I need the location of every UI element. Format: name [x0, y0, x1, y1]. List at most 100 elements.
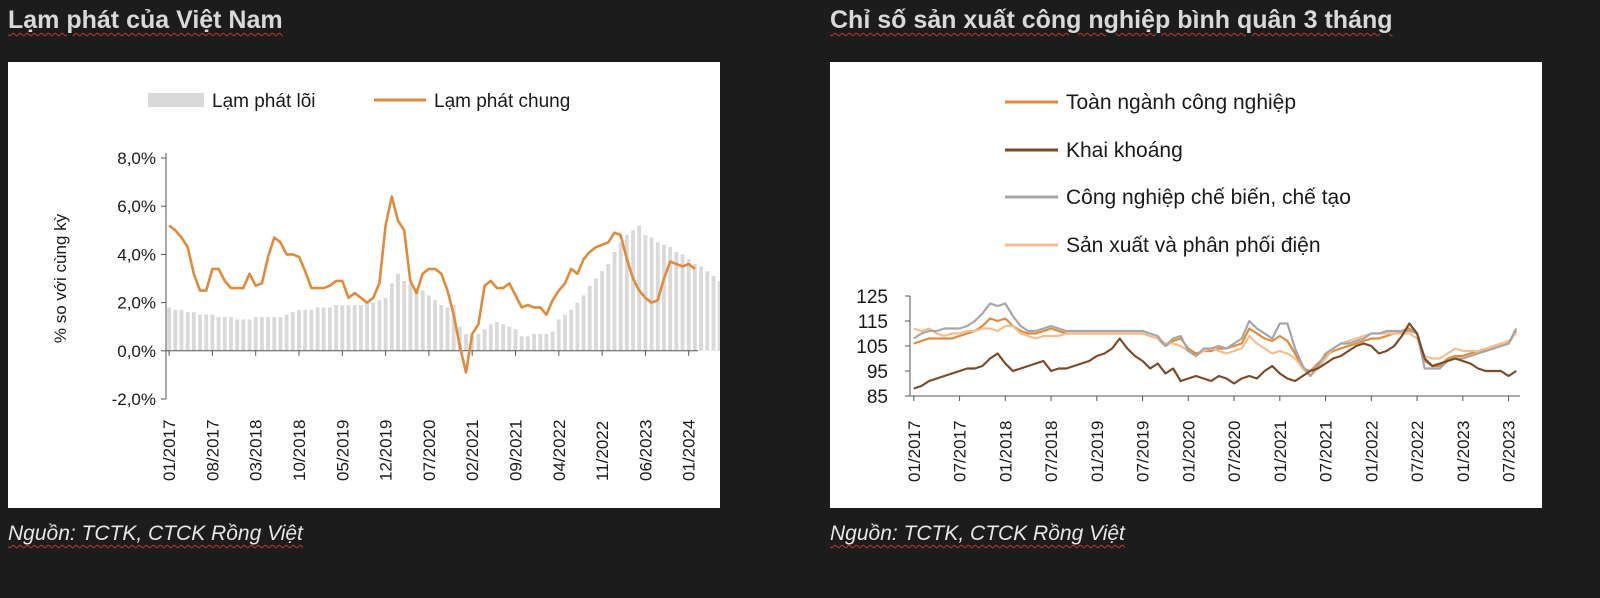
y-tick-label: 125: [856, 287, 888, 308]
core-inflation-bar: [191, 312, 196, 351]
core-inflation-bar: [705, 271, 710, 351]
legend-label-core-inflation: Lạm phát lõi: [212, 91, 316, 112]
core-inflation-bar: [321, 307, 326, 351]
core-inflation-bar: [501, 324, 506, 351]
core-inflation-bar: [581, 295, 586, 351]
y-tick-label: 2,0%: [117, 294, 156, 313]
core-inflation-bar: [470, 336, 475, 351]
x-tick-label: 12/2019: [377, 420, 396, 481]
x-tick-label: 02/2021: [463, 420, 482, 481]
y-tick-label: 4,0%: [117, 245, 156, 264]
x-tick-label: 09/2021: [507, 420, 526, 481]
core-inflation-bar: [680, 254, 685, 351]
core-inflation-bar: [408, 283, 413, 351]
core-inflation-bar: [420, 290, 425, 351]
x-tick-label: 01/2019: [1088, 421, 1107, 482]
core-inflation-bar: [563, 314, 567, 351]
core-inflation-bar: [247, 319, 252, 351]
core-inflation-bar: [600, 271, 605, 351]
core-inflation-bar: [340, 305, 345, 351]
y-tick-label: -2,0%: [112, 390, 156, 409]
core-inflation-bar: [303, 309, 308, 351]
core-inflation-bar: [569, 309, 574, 351]
core-inflation-bar: [253, 317, 258, 351]
core-inflation-bar: [587, 285, 592, 351]
core-inflation-bar: [662, 244, 666, 351]
x-tick-label: 01/2017: [905, 421, 924, 482]
x-tick-label: 07/2020: [1225, 421, 1244, 482]
core-inflation-bar: [278, 317, 283, 351]
core-inflation-bar: [235, 319, 240, 351]
core-inflation-bar: [426, 295, 431, 351]
x-tick-label: 01/2022: [1362, 421, 1381, 482]
core-inflation-bar: [495, 321, 499, 351]
manufacturing-line: [913, 302, 1518, 378]
core-inflation-bar: [482, 329, 487, 351]
legend-label-mining: Khai khoáng: [1066, 139, 1183, 162]
right-chart-heading: Chỉ số sản xuất công nghiệp bình quân 3 …: [830, 6, 1393, 34]
x-tick-label: 07/2023: [1500, 421, 1519, 482]
core-inflation-bar: [439, 305, 444, 351]
y-tick-label: 85: [867, 387, 888, 408]
y-axis-title: % so với cùng kỳ: [51, 213, 70, 343]
inflation-chart-panel: 8,0% 6,0% 4,0% 2,0% 0,0% -2,0% 01/2017 08/2017 0…: [8, 62, 728, 508]
x-tick-label: 01/2021: [1271, 421, 1290, 482]
core-inflation-bar: [513, 329, 518, 351]
x-tick-label: 07/2020: [420, 420, 439, 481]
x-tick-label: 07/2019: [1134, 421, 1153, 482]
right-source-note: Nguồn: TCTK, CTCK Rồng Việt: [830, 522, 1125, 545]
core-inflation-bar: [488, 324, 493, 351]
core-inflation-bar: [204, 314, 209, 351]
x-tick-label: 01/2018: [996, 421, 1015, 482]
core-inflation-bar: [371, 302, 376, 351]
left-chart-heading: Lạm phát của Việt Nam: [8, 6, 283, 34]
core-inflation-bar: [396, 273, 400, 351]
y-tick-label: 115: [858, 312, 888, 333]
x-tick-label: 01/2024: [680, 420, 699, 481]
x-tick-label: 07/2018: [1042, 421, 1061, 482]
core-inflation-bar: [606, 264, 611, 351]
core-inflation-bar: [631, 230, 635, 351]
core-inflation-bar: [290, 312, 295, 351]
legend-label-total-industry: Toàn ngành công nghiệp: [1066, 91, 1296, 114]
x-tick-label: 03/2018: [247, 420, 266, 481]
industrial-index-chart: 125 115 105 95 85 01/2017 07/2017 01/2018 07/201…: [856, 91, 1564, 482]
core-inflation-bar: [259, 317, 264, 351]
core-inflation-bar: [241, 319, 246, 351]
core-inflation-bar: [358, 305, 363, 351]
electricity-line: [913, 324, 1517, 378]
core-inflation-bar: [198, 314, 202, 351]
core-inflation-bar: [433, 300, 438, 351]
core-inflation-bar: [692, 264, 697, 351]
x-tick-label: 01/2020: [1179, 421, 1198, 482]
x-tick-label: 10/2018: [290, 420, 309, 481]
core-inflation-bar: [210, 314, 215, 351]
core-inflation-bar: [575, 302, 580, 351]
core-inflation-bar: [383, 297, 388, 351]
core-inflation-bar: [229, 317, 233, 351]
core-inflation-bar: [711, 276, 716, 351]
mining-line: [913, 322, 1517, 390]
y-tick-label: 0,0%: [117, 342, 156, 361]
core-inflation-bar: [216, 317, 221, 351]
core-inflation-bar: [328, 307, 332, 351]
core-inflation-bar: [284, 314, 289, 351]
y-tick-label: 105: [856, 337, 888, 358]
x-tick-label: 05/2019: [333, 420, 352, 481]
core-inflation-bar: [377, 300, 382, 351]
core-inflation-bar: [173, 309, 178, 351]
core-inflation-bar: [532, 333, 536, 351]
core-inflation-bar: [544, 333, 549, 351]
inflation-chart: 8,0% 6,0% 4,0% 2,0% 0,0% -2,0%01/2017 08/2017 0…: [51, 91, 728, 481]
x-tick-label: 06/2023: [636, 420, 655, 481]
y-tick-label: 6,0%: [117, 197, 156, 216]
core-inflation-bar: [346, 305, 351, 351]
core-inflation-bar: [179, 309, 184, 351]
core-inflation-bar: [612, 251, 617, 351]
core-inflation-bar: [167, 307, 172, 351]
core-inflation-bar: [476, 333, 481, 351]
legend-label-manufacturing: Công nghiệp chế biến, chế tạo: [1066, 186, 1351, 209]
core-inflation-bar: [315, 307, 320, 351]
core-inflation-bar: [668, 247, 673, 351]
legend-label-electricity: Sản xuất và phân phối điện: [1066, 234, 1321, 257]
